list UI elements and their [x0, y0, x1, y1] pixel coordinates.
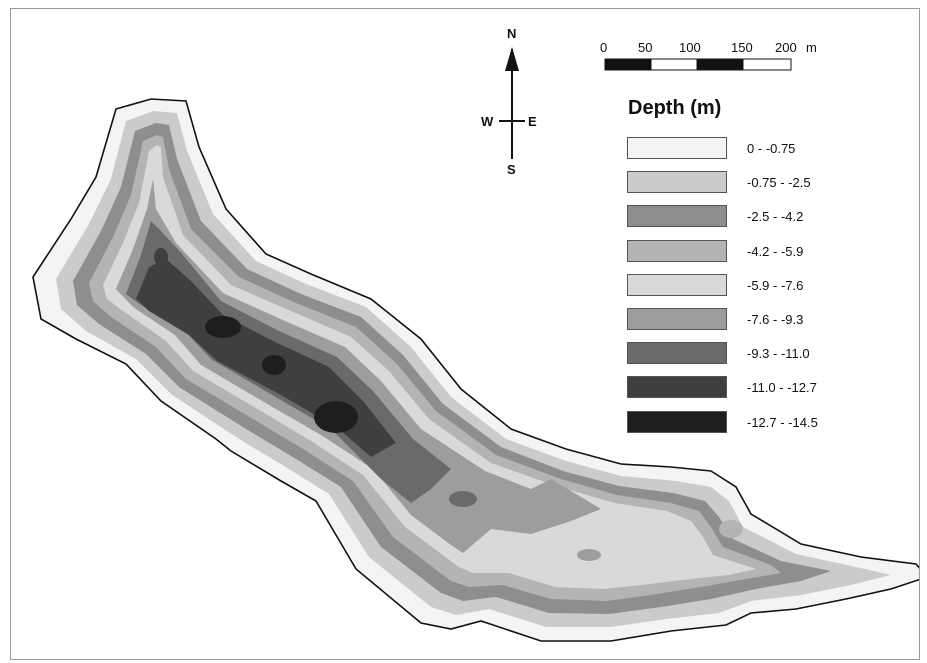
scale-tick-150: 150 — [731, 40, 753, 55]
legend-label: -7.6 - -9.3 — [747, 312, 804, 327]
depth-zone-6-spot — [577, 549, 601, 561]
legend-label: -0.75 - -2.5 — [747, 175, 811, 191]
legend-label: -2.5 - -4.2 — [747, 209, 804, 225]
compass-east-label: E — [528, 114, 537, 129]
north-arrow-head — [505, 47, 519, 71]
compass-south-label: S — [507, 162, 516, 177]
legend-swatch — [627, 171, 727, 194]
legend-item: -5.9 - -7.6 — [627, 273, 867, 298]
scale-bar-segment-3 — [696, 58, 744, 71]
legend-item: -11.0 - -12.7 — [627, 376, 867, 400]
legend-label: -12.7 - -14.5 — [747, 414, 818, 430]
legend-item: -12.7 - -14.5 — [627, 410, 867, 435]
scale-bar-segment-1 — [604, 58, 652, 71]
bathymetry-map — [32, 47, 919, 642]
scale-tick-100: 100 — [679, 40, 701, 55]
scale-tick-50: 50 — [638, 40, 653, 55]
depth-zone-9-spot — [314, 401, 358, 433]
legend-label: -11.0 - -12.7 — [747, 380, 817, 396]
legend-swatch — [627, 342, 727, 365]
legend-swatch — [627, 239, 727, 262]
scale-tick-0: 0 — [600, 40, 608, 55]
depth-zone-7-spot — [449, 491, 477, 507]
scale-tick-200: 200 — [775, 40, 797, 55]
legend-item: -9.3 - -11.0 — [627, 342, 867, 366]
legend-item: -2.5 - -4.2 — [627, 205, 867, 229]
legend-label: -9.3 - -11.0 — [747, 346, 810, 362]
legend-swatch — [627, 410, 727, 433]
depth-zone-9-spot — [205, 316, 241, 338]
scale-unit: m — [806, 40, 817, 55]
legend-label: 0 - -0.75 — [747, 141, 796, 156]
scale-bar-segment-2 — [650, 58, 698, 71]
scale-bar-segment-4 — [742, 58, 792, 71]
legend-label: -5.9 - -7.6 — [747, 277, 804, 293]
legend-title: Depth (m) — [628, 97, 722, 119]
compass-north-label: N — [507, 26, 517, 41]
depth-zone-6 — [116, 179, 601, 553]
legend-item: -7.6 - -9.3 — [627, 308, 867, 332]
legend-item: -4.2 - -5.9 — [627, 239, 867, 264]
depth-zone-9-spot — [262, 355, 286, 375]
depth-zone-9-spot — [154, 248, 168, 266]
legend-item: 0 - -0.75 — [627, 137, 867, 161]
legend-swatch — [627, 137, 727, 159]
legend-swatch — [627, 376, 727, 399]
depth-zone-3 — [73, 123, 831, 614]
legend-swatch — [627, 308, 727, 330]
compass-west-label: W — [481, 114, 494, 129]
legend-label: -4.2 - -5.9 — [747, 243, 804, 259]
legend-swatch — [627, 273, 727, 296]
map-frame: N W E S 0 50 100 150 200 m Depth (m) 0 -… — [10, 8, 920, 660]
depth-zone-4-spot — [719, 520, 743, 538]
legend-item: -0.75 - -2.5 — [627, 171, 867, 195]
legend-swatch — [627, 205, 727, 228]
